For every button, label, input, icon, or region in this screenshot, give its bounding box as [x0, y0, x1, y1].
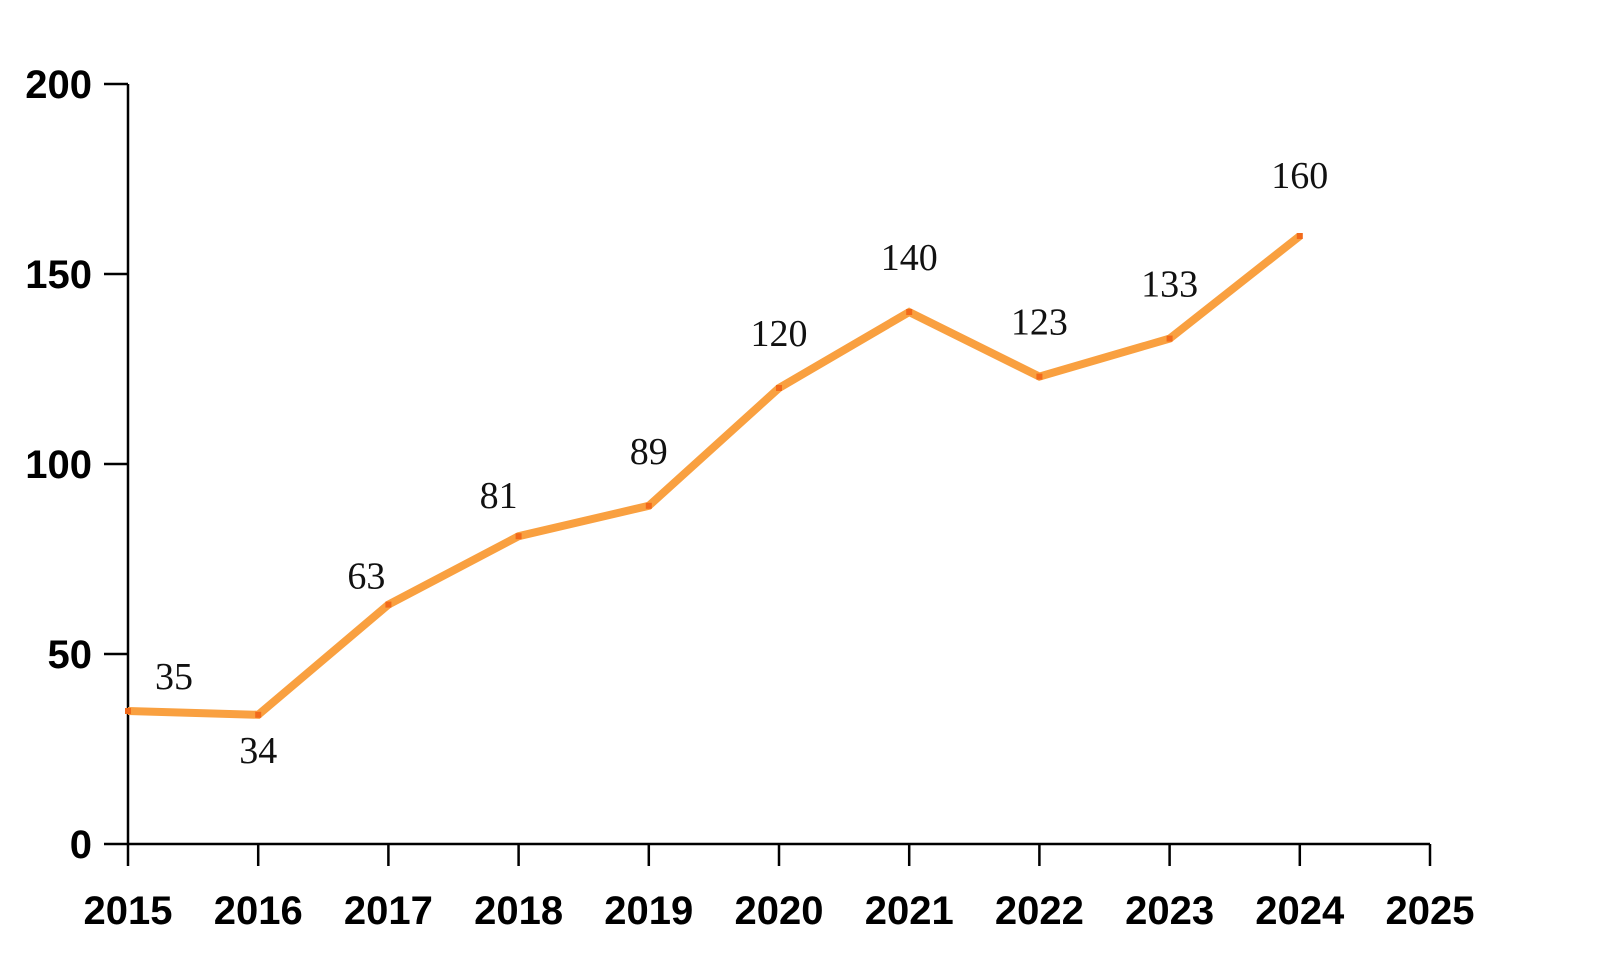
data-point — [385, 601, 392, 608]
data-labels: 35 34 63 81 89 120 140 123 133 160 — [155, 155, 1328, 772]
x-tick-label: 2021 — [865, 889, 954, 933]
x-tick-label: 2020 — [735, 889, 824, 933]
data-label: 81 — [480, 475, 518, 517]
x-tick-label: 2024 — [1255, 889, 1345, 933]
x-tick-label: 2022 — [995, 889, 1084, 933]
data-point — [776, 385, 782, 391]
data-label: 120 — [751, 313, 808, 355]
data-point — [1296, 233, 1303, 239]
y-tick-label: 200 — [25, 63, 92, 107]
data-label: 123 — [1011, 302, 1068, 344]
x-tick-label: 2015 — [84, 889, 173, 933]
data-point — [1166, 335, 1173, 342]
data-point — [125, 708, 131, 714]
series-line — [127, 232, 1303, 719]
data-label: 63 — [347, 556, 385, 598]
x-tick-label: 2025 — [1386, 889, 1475, 933]
data-label: 133 — [1141, 264, 1198, 306]
y-tick-label: 100 — [25, 443, 92, 487]
x-tick-label: 2023 — [1125, 889, 1214, 933]
x-tick-label: 2018 — [474, 889, 563, 933]
axes: 0 50 100 150 200 2015 2016 2017 2018 2019 2020 2021… — [25, 63, 1474, 933]
y-tick-label: 50 — [48, 633, 93, 677]
y-tick-label: 150 — [25, 253, 92, 297]
x-tick-label: 2016 — [214, 889, 303, 933]
x-tick-label: 2017 — [344, 889, 433, 933]
data-point — [515, 533, 522, 540]
data-point — [906, 309, 913, 315]
data-point — [1036, 373, 1043, 380]
data-point — [645, 502, 652, 509]
y-tick-label: 0 — [70, 823, 92, 867]
data-label: 89 — [630, 431, 668, 473]
data-point — [255, 711, 262, 718]
x-tick-label: 2019 — [604, 889, 693, 933]
data-label: 34 — [239, 730, 277, 772]
data-label: 35 — [155, 656, 193, 698]
data-label: 140 — [881, 237, 938, 279]
data-label: 160 — [1271, 155, 1328, 197]
series-layer — [125, 232, 1303, 719]
